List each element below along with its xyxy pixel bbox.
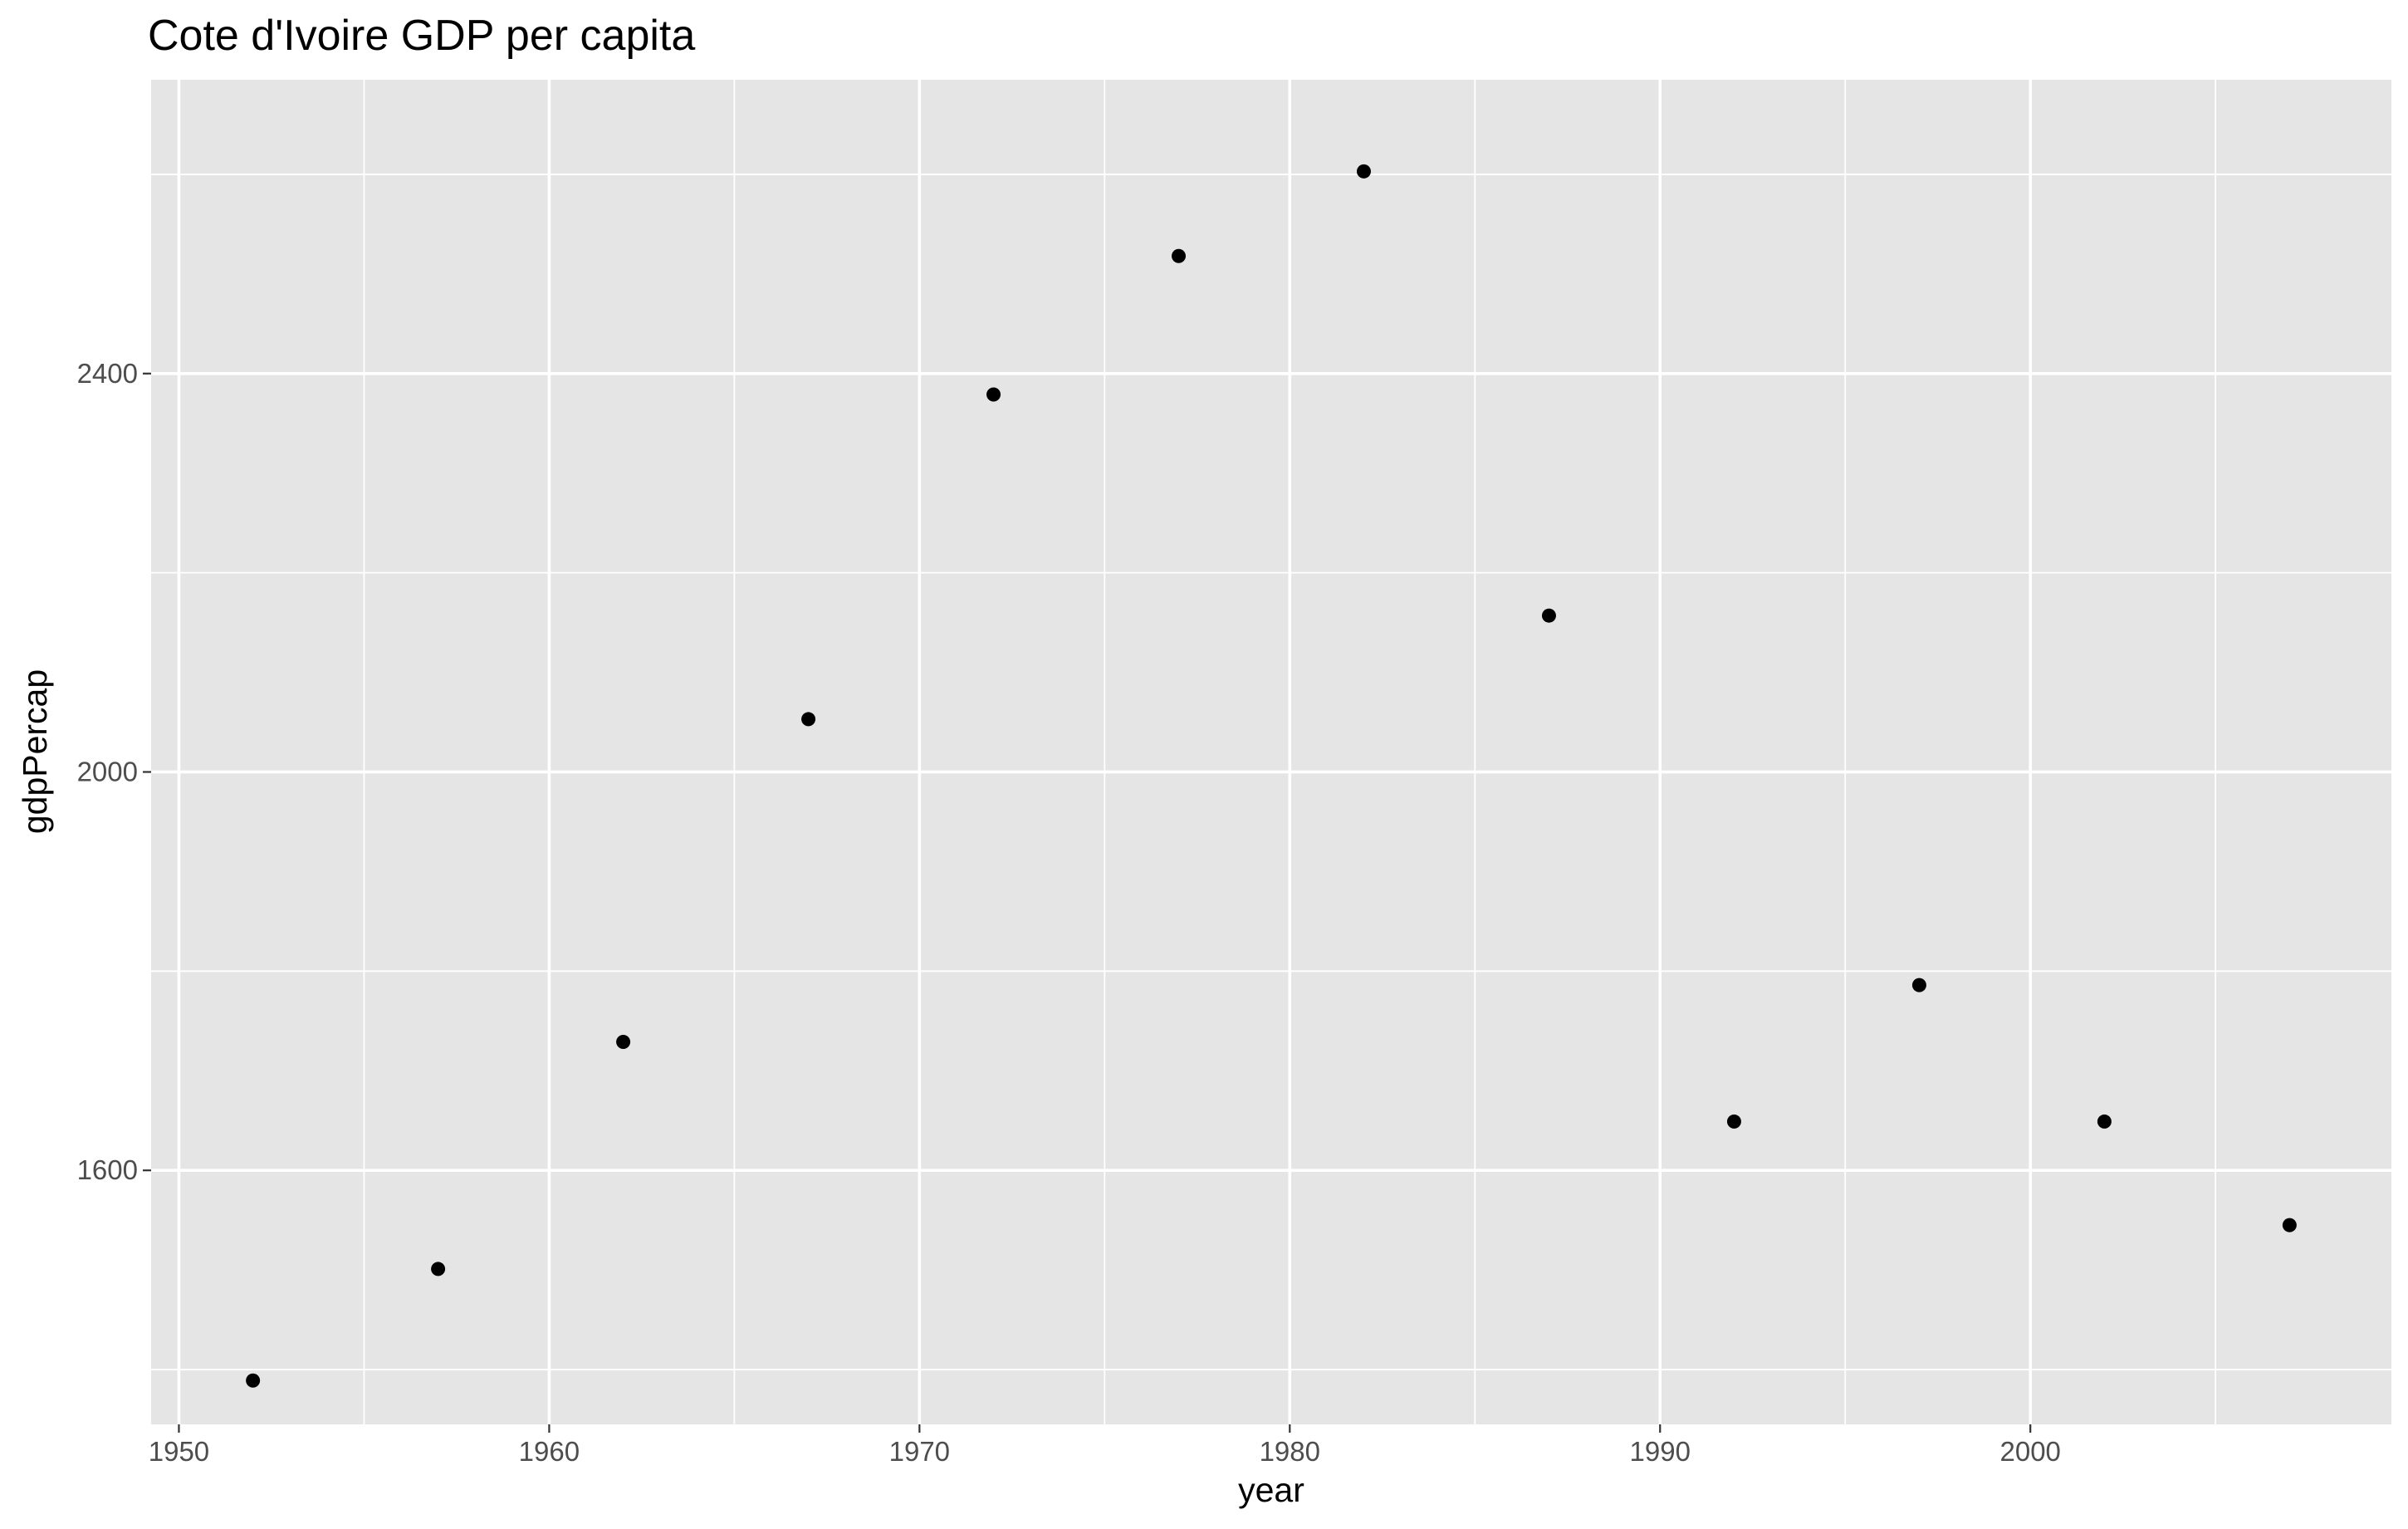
data-point — [1172, 248, 1187, 263]
x-tick-label: 1980 — [1260, 1436, 1320, 1467]
data-point — [2282, 1218, 2297, 1233]
x-tick-label: 2000 — [1999, 1436, 2060, 1467]
y-tick-label: 1600 — [77, 1154, 138, 1185]
minor-gridlines — [151, 80, 2391, 1424]
y-axis-ticks: 1600 2000 2400 — [77, 358, 151, 1185]
data-point — [1356, 164, 1371, 179]
data-point — [1541, 608, 1556, 623]
data-point — [2097, 1114, 2112, 1129]
y-tick-label: 2000 — [77, 756, 138, 787]
x-tick-label: 1950 — [149, 1436, 209, 1467]
plot-panel — [151, 80, 2391, 1424]
data-points — [246, 164, 2297, 1388]
x-tick-label: 1970 — [889, 1436, 950, 1467]
data-point — [246, 1373, 261, 1388]
data-point — [986, 387, 1001, 402]
data-point — [801, 712, 816, 727]
x-tick-label: 1960 — [519, 1436, 580, 1467]
chart-title: Cote d'Ivoire GDP per capita — [148, 12, 695, 60]
y-axis-title: gdpPercap — [16, 669, 54, 834]
x-axis-title: year — [1238, 1471, 1304, 1509]
data-point — [431, 1262, 446, 1277]
data-point — [1726, 1114, 1741, 1129]
x-axis-ticks: 1950 1960 1970 1980 1990 2000 — [149, 1424, 2061, 1467]
data-point — [1911, 978, 1926, 992]
y-tick-label: 2400 — [77, 358, 138, 389]
data-point — [616, 1034, 631, 1049]
x-tick-label: 1990 — [1630, 1436, 1691, 1467]
major-gridlines — [151, 80, 2391, 1424]
